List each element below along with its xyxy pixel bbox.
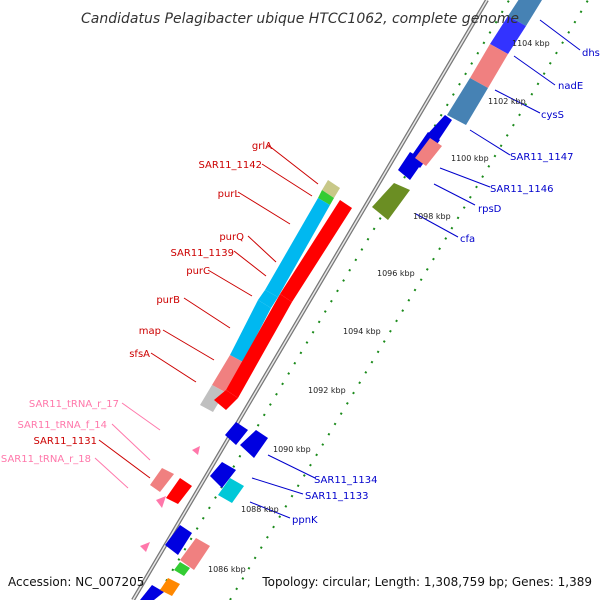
- backbone-inner: [132, 0, 488, 600]
- topology-text: Topology: circular; Length: 1,308,759 bp…: [261, 575, 592, 589]
- trna-markers: [140, 446, 200, 552]
- label-grla: grlA: [252, 141, 272, 152]
- label-purl: purL: [218, 189, 241, 200]
- gene-nade: [470, 44, 508, 88]
- label-sar11-1133: SAR11_1133: [305, 491, 369, 502]
- label-trna-r18: SAR11_tRNA_r_18: [1, 454, 91, 465]
- label-sar11-1139: SAR11_1139: [171, 248, 235, 259]
- label-sar11-1134: SAR11_1134: [314, 475, 378, 486]
- label-sar11-1142: SAR11_1142: [199, 160, 263, 171]
- gene-labels-left: grlA SAR11_1142 purL purQ SAR11_1139 pur…: [34, 141, 273, 447]
- label-sfsa: sfsA: [129, 349, 150, 360]
- label-cyss: cysS: [541, 110, 564, 121]
- gene-sfsa: [212, 355, 243, 392]
- label-purq: purQ: [219, 232, 244, 243]
- gene-ppnk: [218, 478, 244, 503]
- gene-sar11-1134b: [225, 422, 248, 445]
- gene-cfa: [372, 183, 410, 220]
- gene-sar11-1134: [240, 430, 268, 458]
- gene-red-small: [166, 478, 192, 504]
- gene-lower-blue: [165, 525, 192, 555]
- tick-1098: 1098 kbp: [413, 212, 451, 221]
- tick-1100: 1100 kbp: [451, 154, 489, 163]
- gene-green-small: [174, 562, 190, 576]
- trna-r18-marker: [140, 542, 150, 552]
- label-trna-f14: SAR11_tRNA_f_14: [18, 420, 107, 431]
- trna-labels: SAR11_tRNA_r_17 SAR11_tRNA_f_14 SAR11_tR…: [1, 399, 119, 465]
- label-ppnk: ppnK: [292, 515, 318, 526]
- gene-labels-right: dhs nadE cysS SAR11_1147 SAR11_1146 rpsD…: [292, 48, 600, 526]
- forward-strand-track: [140, 0, 542, 600]
- trna-r17-marker: [192, 446, 200, 455]
- gene-rpsd: [415, 138, 442, 166]
- label-nade: nadE: [558, 81, 583, 92]
- gene-orange: [160, 578, 180, 596]
- gene-lower-pink: [180, 538, 210, 570]
- accession-text: Accession: NC_007205: [8, 575, 144, 589]
- leaders-left: [98, 144, 319, 479]
- gene-sar11-1131: [150, 468, 174, 492]
- label-dhs: dhs: [582, 48, 600, 59]
- gene-bottom-blue: [140, 585, 164, 600]
- gene-red-run: [280, 200, 352, 302]
- tick-1092: 1092 kbp: [308, 386, 346, 395]
- right-tick-line: [229, 0, 590, 600]
- reverse-strand-track: [150, 180, 352, 596]
- tick-1096: 1096 kbp: [377, 269, 415, 278]
- tick-1090: 1090 kbp: [273, 445, 311, 454]
- tick-labels: 1104 kbp 1102 kbp 1100 kbp 1098 kbp 1096…: [208, 39, 550, 574]
- map-title: Candidatus Pelagibacter ubique HTCC1062,…: [81, 11, 519, 27]
- gene-purc: [230, 300, 271, 362]
- gene-purq: [258, 290, 278, 308]
- label-rpsd: rpsD: [478, 204, 502, 215]
- gene-red-run2: [226, 294, 292, 398]
- label-trna-r17: SAR11_tRNA_r_17: [29, 399, 119, 410]
- tick-1088: 1088 kbp: [241, 505, 279, 514]
- label-cfa: cfa: [460, 234, 475, 245]
- label-sar11-1146: SAR11_1146: [490, 184, 554, 195]
- gene-red-end: [214, 390, 238, 410]
- label-sar11-1147: SAR11_1147: [510, 152, 574, 163]
- tick-1104: 1104 kbp: [512, 39, 550, 48]
- gene-dhs: [508, 0, 542, 26]
- gene-grla: [322, 180, 340, 198]
- leaders-trna: [94, 402, 161, 489]
- gene-cyss: [447, 78, 488, 125]
- label-purb: purB: [156, 295, 180, 306]
- gene-block-top: [490, 16, 526, 54]
- tick-1102: 1102 kbp: [488, 97, 526, 106]
- tick-1086: 1086 kbp: [208, 565, 246, 574]
- tick-1094: 1094 kbp: [343, 327, 381, 336]
- gene-sar11-1142: [318, 190, 334, 205]
- trna-f14-marker: [156, 496, 166, 508]
- gene-purl: [265, 198, 330, 297]
- gene-map: [200, 385, 225, 412]
- label-map: map: [139, 326, 161, 337]
- leaders-right: [249, 19, 581, 519]
- gene-sar11-1133: [210, 462, 236, 488]
- label-sar11-1131: SAR11_1131: [34, 436, 98, 447]
- label-purc: purC: [186, 266, 210, 277]
